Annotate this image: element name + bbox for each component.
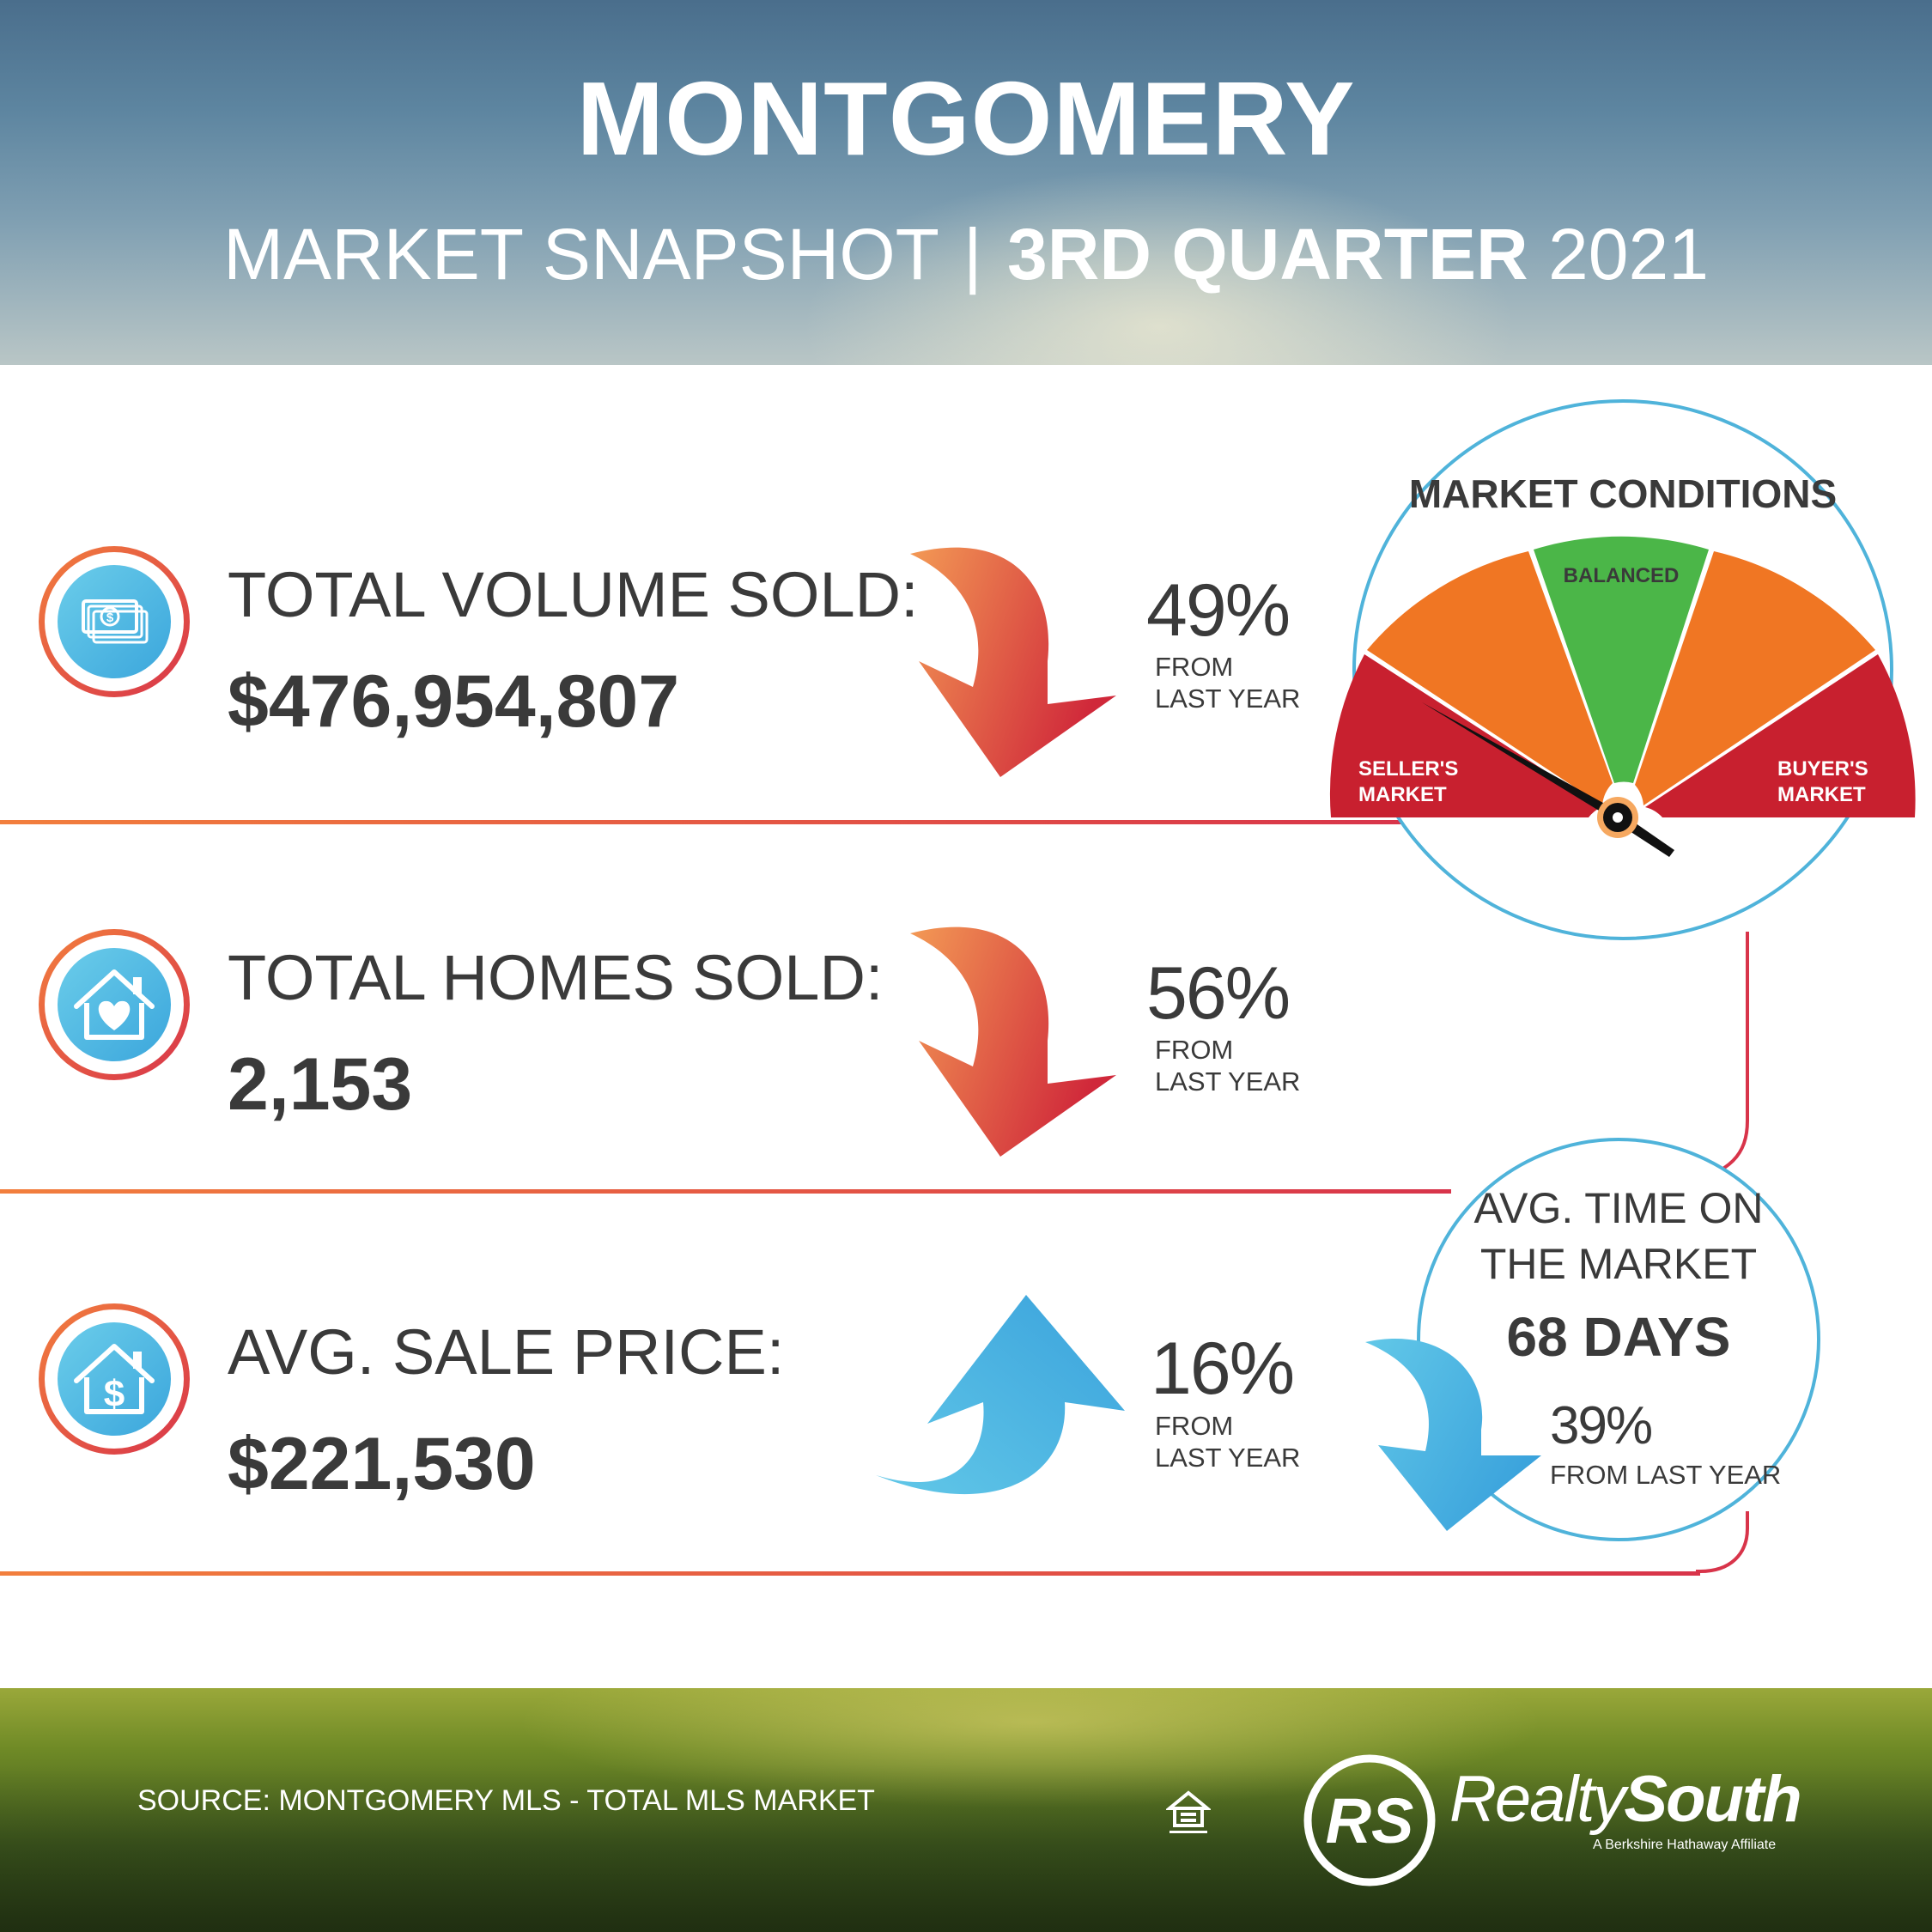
stat-pct-volume: 49%: [1146, 569, 1291, 652]
stat-label-volume: TOTAL VOLUME SOLD:: [228, 559, 919, 630]
source-note: SOURCE: MONTGOMERY MLS - TOTAL MLS MARKE…: [137, 1784, 875, 1817]
arrow-down-icon: [910, 927, 1116, 1157]
gauge-seller-label-line1: SELLER'S: [1358, 757, 1458, 781]
subtitle-main: MARKET SNAPSHOT: [223, 214, 939, 295]
header-banner: [0, 0, 1932, 365]
stat-label-homes: TOTAL HOMES SOLD:: [228, 942, 884, 1013]
stat-pct-homes: 56%: [1146, 952, 1291, 1035]
house-dollar-icon: $: [39, 1303, 190, 1455]
market-conditions-gauge: BALANCED SELLER'S MARKET BUYER'S MARKET: [1329, 399, 1916, 940]
stat-value-homes: 2,153: [228, 1043, 413, 1126]
market-conditions-title: MARKET CONDITIONS: [1408, 471, 1838, 516]
brand-name: RealtySouth: [1449, 1763, 1802, 1836]
money-icon: $: [39, 546, 190, 697]
stat-value-volume: $476,954,807: [228, 660, 680, 743]
brand-tagline: A Berkshire Hathaway Affiliate: [1593, 1838, 1777, 1852]
arrow-up-icon: [876, 1295, 1125, 1495]
stat-from-homes: FROM LAST YEAR: [1155, 1035, 1301, 1097]
divider-2: [0, 1189, 1451, 1194]
stat-pct-price: 16%: [1151, 1327, 1295, 1410]
subtitle-separator: |: [963, 214, 982, 295]
page-title: MONTGOMERY: [576, 60, 1356, 177]
stat-from-price: FROM LAST YEAR: [1155, 1411, 1301, 1473]
divider-3: [0, 1571, 1700, 1576]
logo-mark-text: RS: [1326, 1785, 1414, 1856]
divider-1: [0, 820, 1408, 824]
time-label-line1: AVG. TIME ON: [1473, 1184, 1764, 1232]
subtitle-quarter: 3RD QUARTER: [1007, 214, 1528, 295]
gauge-buyer-label-line2: MARKET: [1777, 783, 1866, 806]
svg-text:$: $: [104, 1373, 125, 1415]
gauge-buyer-label-line1: BUYER'S: [1777, 757, 1868, 781]
equal-housing-icon: [1166, 1790, 1211, 1833]
gauge-seller-label-line2: MARKET: [1358, 783, 1447, 806]
time-label-line2: THE MARKET: [1479, 1240, 1758, 1288]
stat-from-volume: FROM LAST YEAR: [1155, 652, 1301, 714]
time-from-label: FROM LAST YEAR: [1550, 1460, 1782, 1490]
svg-text:$: $: [106, 611, 114, 625]
arrow-down-icon: [910, 547, 1116, 777]
subtitle-year: 2021: [1548, 214, 1709, 295]
page-subtitle: MARKET SNAPSHOT | 3RD QUARTER 2021: [0, 213, 1932, 296]
sky-glow: [773, 155, 1546, 365]
stat-value-price: $221,530: [228, 1423, 536, 1505]
time-days-value: 68 DAYS: [1506, 1306, 1731, 1368]
time-on-market-circle: [1417, 1138, 1820, 1541]
footer-banner: [0, 1688, 1932, 1932]
house-heart-icon: [39, 929, 190, 1080]
stat-label-price: AVG. SALE PRICE:: [228, 1316, 785, 1388]
arrow-down-icon: [1365, 1338, 1541, 1531]
gauge-balanced-label: BALANCED: [1564, 564, 1680, 587]
realtysouth-logo-icon: RS: [1303, 1754, 1436, 1886]
time-pct-value: 39%: [1550, 1396, 1653, 1455]
